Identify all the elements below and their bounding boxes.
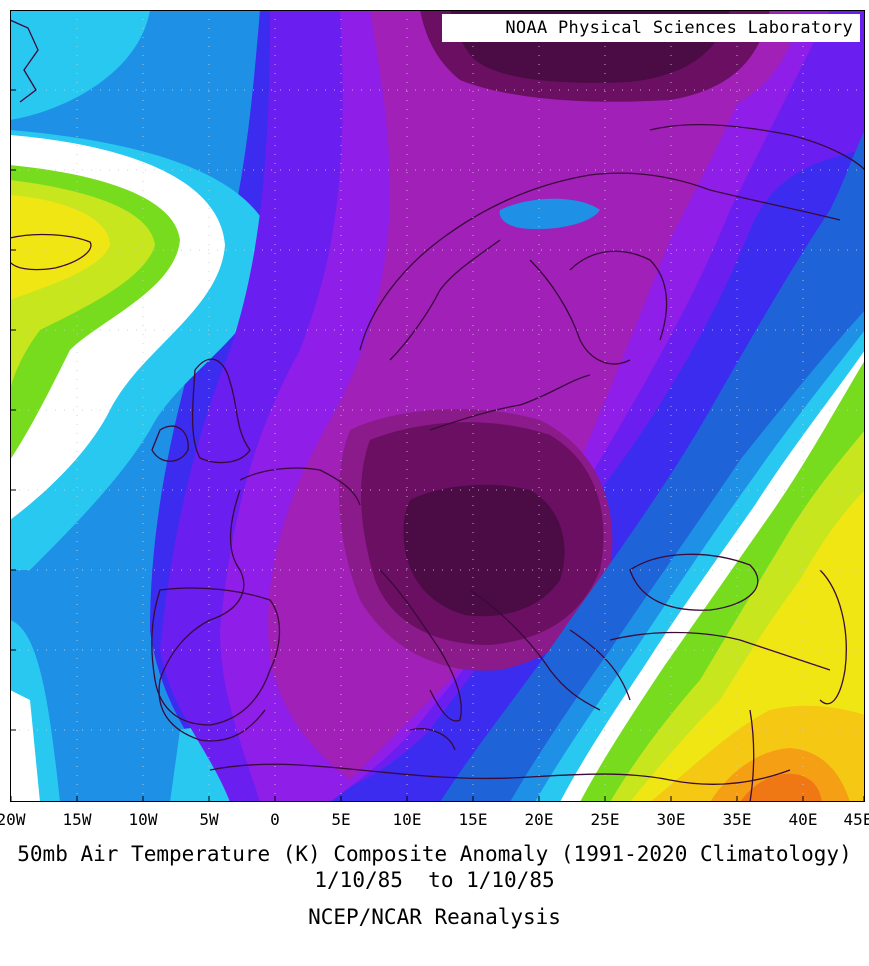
x-tick-label: 35E bbox=[722, 810, 752, 829]
x-tick-label: 10E bbox=[392, 810, 422, 829]
band-light-blue-sw bbox=[10, 620, 260, 802]
coastline-turkey bbox=[609, 631, 831, 671]
x-tick-label: 25E bbox=[590, 810, 620, 829]
data-source: NCEP/NCAR Reanalysis bbox=[308, 905, 561, 929]
x-tick-label: 30E bbox=[656, 810, 686, 829]
x-tick-label: 20E bbox=[524, 810, 554, 829]
band-darkest-purple bbox=[403, 484, 565, 617]
coastline-levant bbox=[749, 709, 755, 802]
band-steel-blue-east bbox=[510, 310, 865, 802]
coastline-black-sea bbox=[629, 553, 759, 611]
map-plot-area bbox=[10, 10, 865, 802]
credit-label: NOAA Physical Sciences Laboratory bbox=[442, 14, 860, 42]
coastlines bbox=[10, 19, 865, 802]
coastline-british-isles bbox=[151, 358, 251, 464]
band-dark-orange-east bbox=[740, 773, 822, 802]
band-scandinavia-blue bbox=[499, 198, 600, 230]
anomaly-map bbox=[10, 10, 865, 802]
credit-text: NOAA Physical Sciences Laboratory bbox=[505, 18, 853, 38]
band-light-blue-east bbox=[535, 330, 865, 802]
coastline-norway bbox=[359, 172, 841, 351]
coastline-baltic bbox=[429, 374, 591, 431]
x-tick-label: 15E bbox=[458, 810, 488, 829]
map-title: 50mb Air Temperature (K) Composite Anoma… bbox=[17, 842, 852, 866]
date-range: 1/10/85 to 1/10/85 bbox=[314, 868, 555, 892]
coastline-greenland bbox=[10, 19, 39, 103]
x-tick-label: 10W bbox=[128, 810, 158, 829]
x-tick-label: 20W bbox=[0, 810, 26, 829]
coastline-italy bbox=[379, 569, 462, 751]
graticule bbox=[10, 10, 865, 802]
x-tick-label: 45E bbox=[843, 810, 869, 829]
coastline-russia-north bbox=[649, 123, 865, 171]
coastline-iceland bbox=[10, 233, 92, 271]
x-tick-label: 0 bbox=[270, 810, 280, 829]
coastline-balkans-greece bbox=[469, 589, 631, 711]
coastline-europe-west bbox=[158, 467, 361, 742]
x-tick-label: 40E bbox=[788, 810, 818, 829]
x-tick-label: 15W bbox=[62, 810, 92, 829]
coastline-caspian bbox=[819, 569, 847, 705]
coastline-sweden-finland bbox=[389, 239, 668, 365]
band-white-east bbox=[560, 350, 865, 802]
map-border bbox=[10, 10, 865, 802]
band-yellow-west bbox=[10, 195, 110, 300]
x-tick-label: 5W bbox=[199, 810, 219, 829]
axis-ticks bbox=[10, 89, 865, 802]
x-tick-label: 5E bbox=[331, 810, 351, 829]
coastline-north-africa bbox=[209, 763, 791, 785]
coastline-iberia bbox=[151, 587, 281, 726]
